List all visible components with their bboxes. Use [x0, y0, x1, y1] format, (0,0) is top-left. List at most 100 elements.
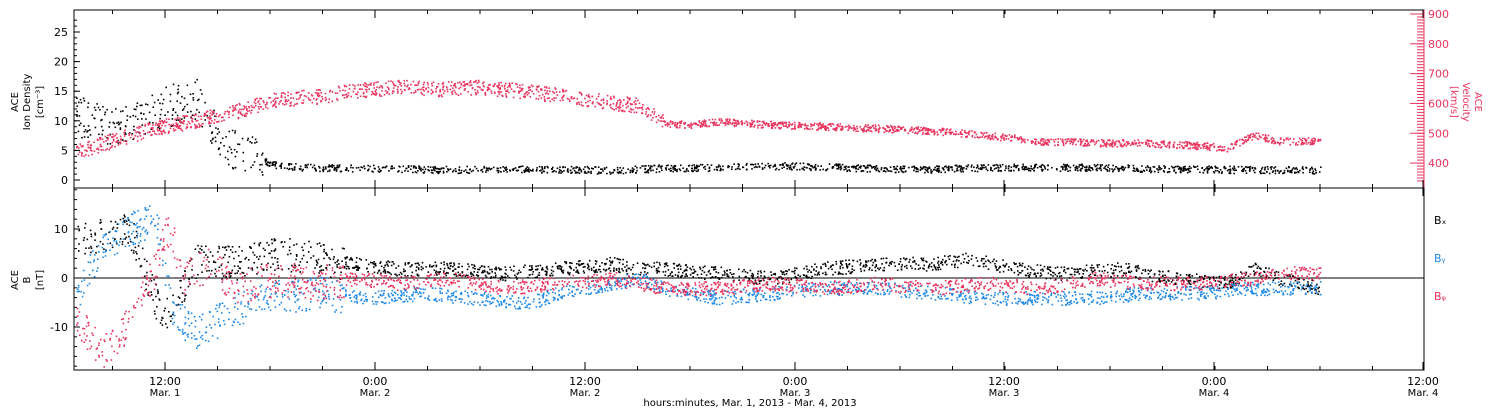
bx-point [781, 273, 784, 275]
density-point [352, 167, 354, 169]
velocity-point [448, 81, 450, 83]
density-point [177, 119, 180, 121]
velocity-point [634, 100, 637, 102]
velocity-point [669, 121, 672, 124]
density-point [196, 99, 199, 102]
velocity-point [410, 92, 413, 94]
bx-point [276, 261, 279, 263]
bx-point [488, 272, 491, 275]
velocity-point [392, 81, 394, 83]
velocity-point [1032, 141, 1035, 143]
density-point [298, 167, 301, 170]
velocity-point [1105, 144, 1107, 146]
density-point [532, 168, 534, 171]
velocity-point [1085, 139, 1087, 142]
bx-point [1050, 274, 1052, 276]
density-point [79, 122, 82, 125]
bx-point [270, 250, 273, 252]
velocity-point [380, 95, 383, 97]
density-point [1101, 164, 1104, 166]
density-point [234, 155, 237, 158]
velocity-point [387, 80, 390, 83]
velocity-point [1184, 141, 1187, 143]
velocity-point [888, 126, 890, 129]
velocity-point [484, 94, 487, 96]
density-point [710, 164, 713, 166]
velocity-point [152, 127, 154, 129]
density-point [1193, 166, 1196, 168]
velocity-point [917, 127, 919, 129]
velocity-point [667, 123, 670, 125]
velocity-point [1313, 137, 1315, 140]
bx-point [650, 266, 653, 269]
density-point [1066, 168, 1068, 170]
density-point [592, 168, 594, 170]
velocity-point [600, 104, 602, 106]
velocity-point [1183, 147, 1185, 149]
density-point [631, 169, 634, 172]
velocity-point [1157, 146, 1160, 148]
density-point [602, 170, 604, 172]
density-point [87, 106, 89, 109]
bx-point [772, 273, 775, 275]
density-point [433, 167, 435, 169]
velocity-point [194, 127, 197, 129]
bx-point [435, 270, 437, 273]
bx-point [865, 261, 867, 263]
density-point [896, 165, 899, 168]
bx-point [431, 265, 434, 268]
density-point [606, 172, 608, 175]
density-point [131, 133, 134, 135]
bx-point [443, 267, 446, 270]
density-point [1164, 167, 1166, 169]
velocity-point [493, 91, 496, 93]
density-point [171, 114, 174, 116]
bx-point [758, 282, 761, 285]
velocity-point [317, 94, 320, 96]
bx-point [568, 266, 571, 268]
density-point [877, 169, 880, 172]
density-point [377, 166, 380, 168]
velocity-point [679, 121, 681, 123]
velocity-point [532, 93, 535, 95]
velocity-point [377, 81, 379, 83]
velocity-point [498, 93, 501, 95]
density-point [862, 165, 865, 167]
density-point [649, 167, 651, 170]
density-point [216, 133, 219, 135]
bx-point [1126, 267, 1129, 269]
velocity-point [328, 101, 330, 104]
velocity-point [1238, 139, 1241, 141]
density-point [165, 86, 167, 89]
density-point [1090, 166, 1092, 169]
bx-point [1263, 270, 1265, 273]
density-point [192, 99, 195, 101]
bx-point [1234, 279, 1237, 281]
bx-point [229, 249, 232, 251]
velocity-point [487, 86, 490, 89]
velocity-point [165, 121, 167, 124]
bx-point [923, 264, 925, 267]
density-point [1153, 166, 1156, 168]
density-point [1287, 169, 1289, 172]
density-point [265, 163, 267, 165]
velocity-point [1185, 144, 1187, 147]
bx-point [242, 272, 245, 274]
density-point [997, 166, 999, 169]
velocity-point [751, 123, 754, 125]
density-point [264, 161, 267, 163]
bx-point [967, 255, 969, 258]
density-point [520, 165, 522, 168]
density-point [251, 136, 254, 138]
bx-point [796, 267, 798, 270]
bx-point [282, 245, 284, 248]
bx-point [1274, 274, 1276, 277]
velocity-point [662, 120, 665, 123]
velocity-point [1072, 141, 1075, 144]
velocity-point [598, 103, 601, 106]
velocity-point [284, 99, 287, 101]
velocity-point [745, 120, 747, 123]
velocity-point [862, 128, 864, 131]
velocity-point [457, 94, 460, 96]
bx-point [177, 303, 180, 306]
